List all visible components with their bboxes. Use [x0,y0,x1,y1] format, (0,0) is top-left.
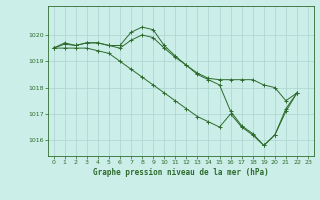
X-axis label: Graphe pression niveau de la mer (hPa): Graphe pression niveau de la mer (hPa) [93,168,269,177]
